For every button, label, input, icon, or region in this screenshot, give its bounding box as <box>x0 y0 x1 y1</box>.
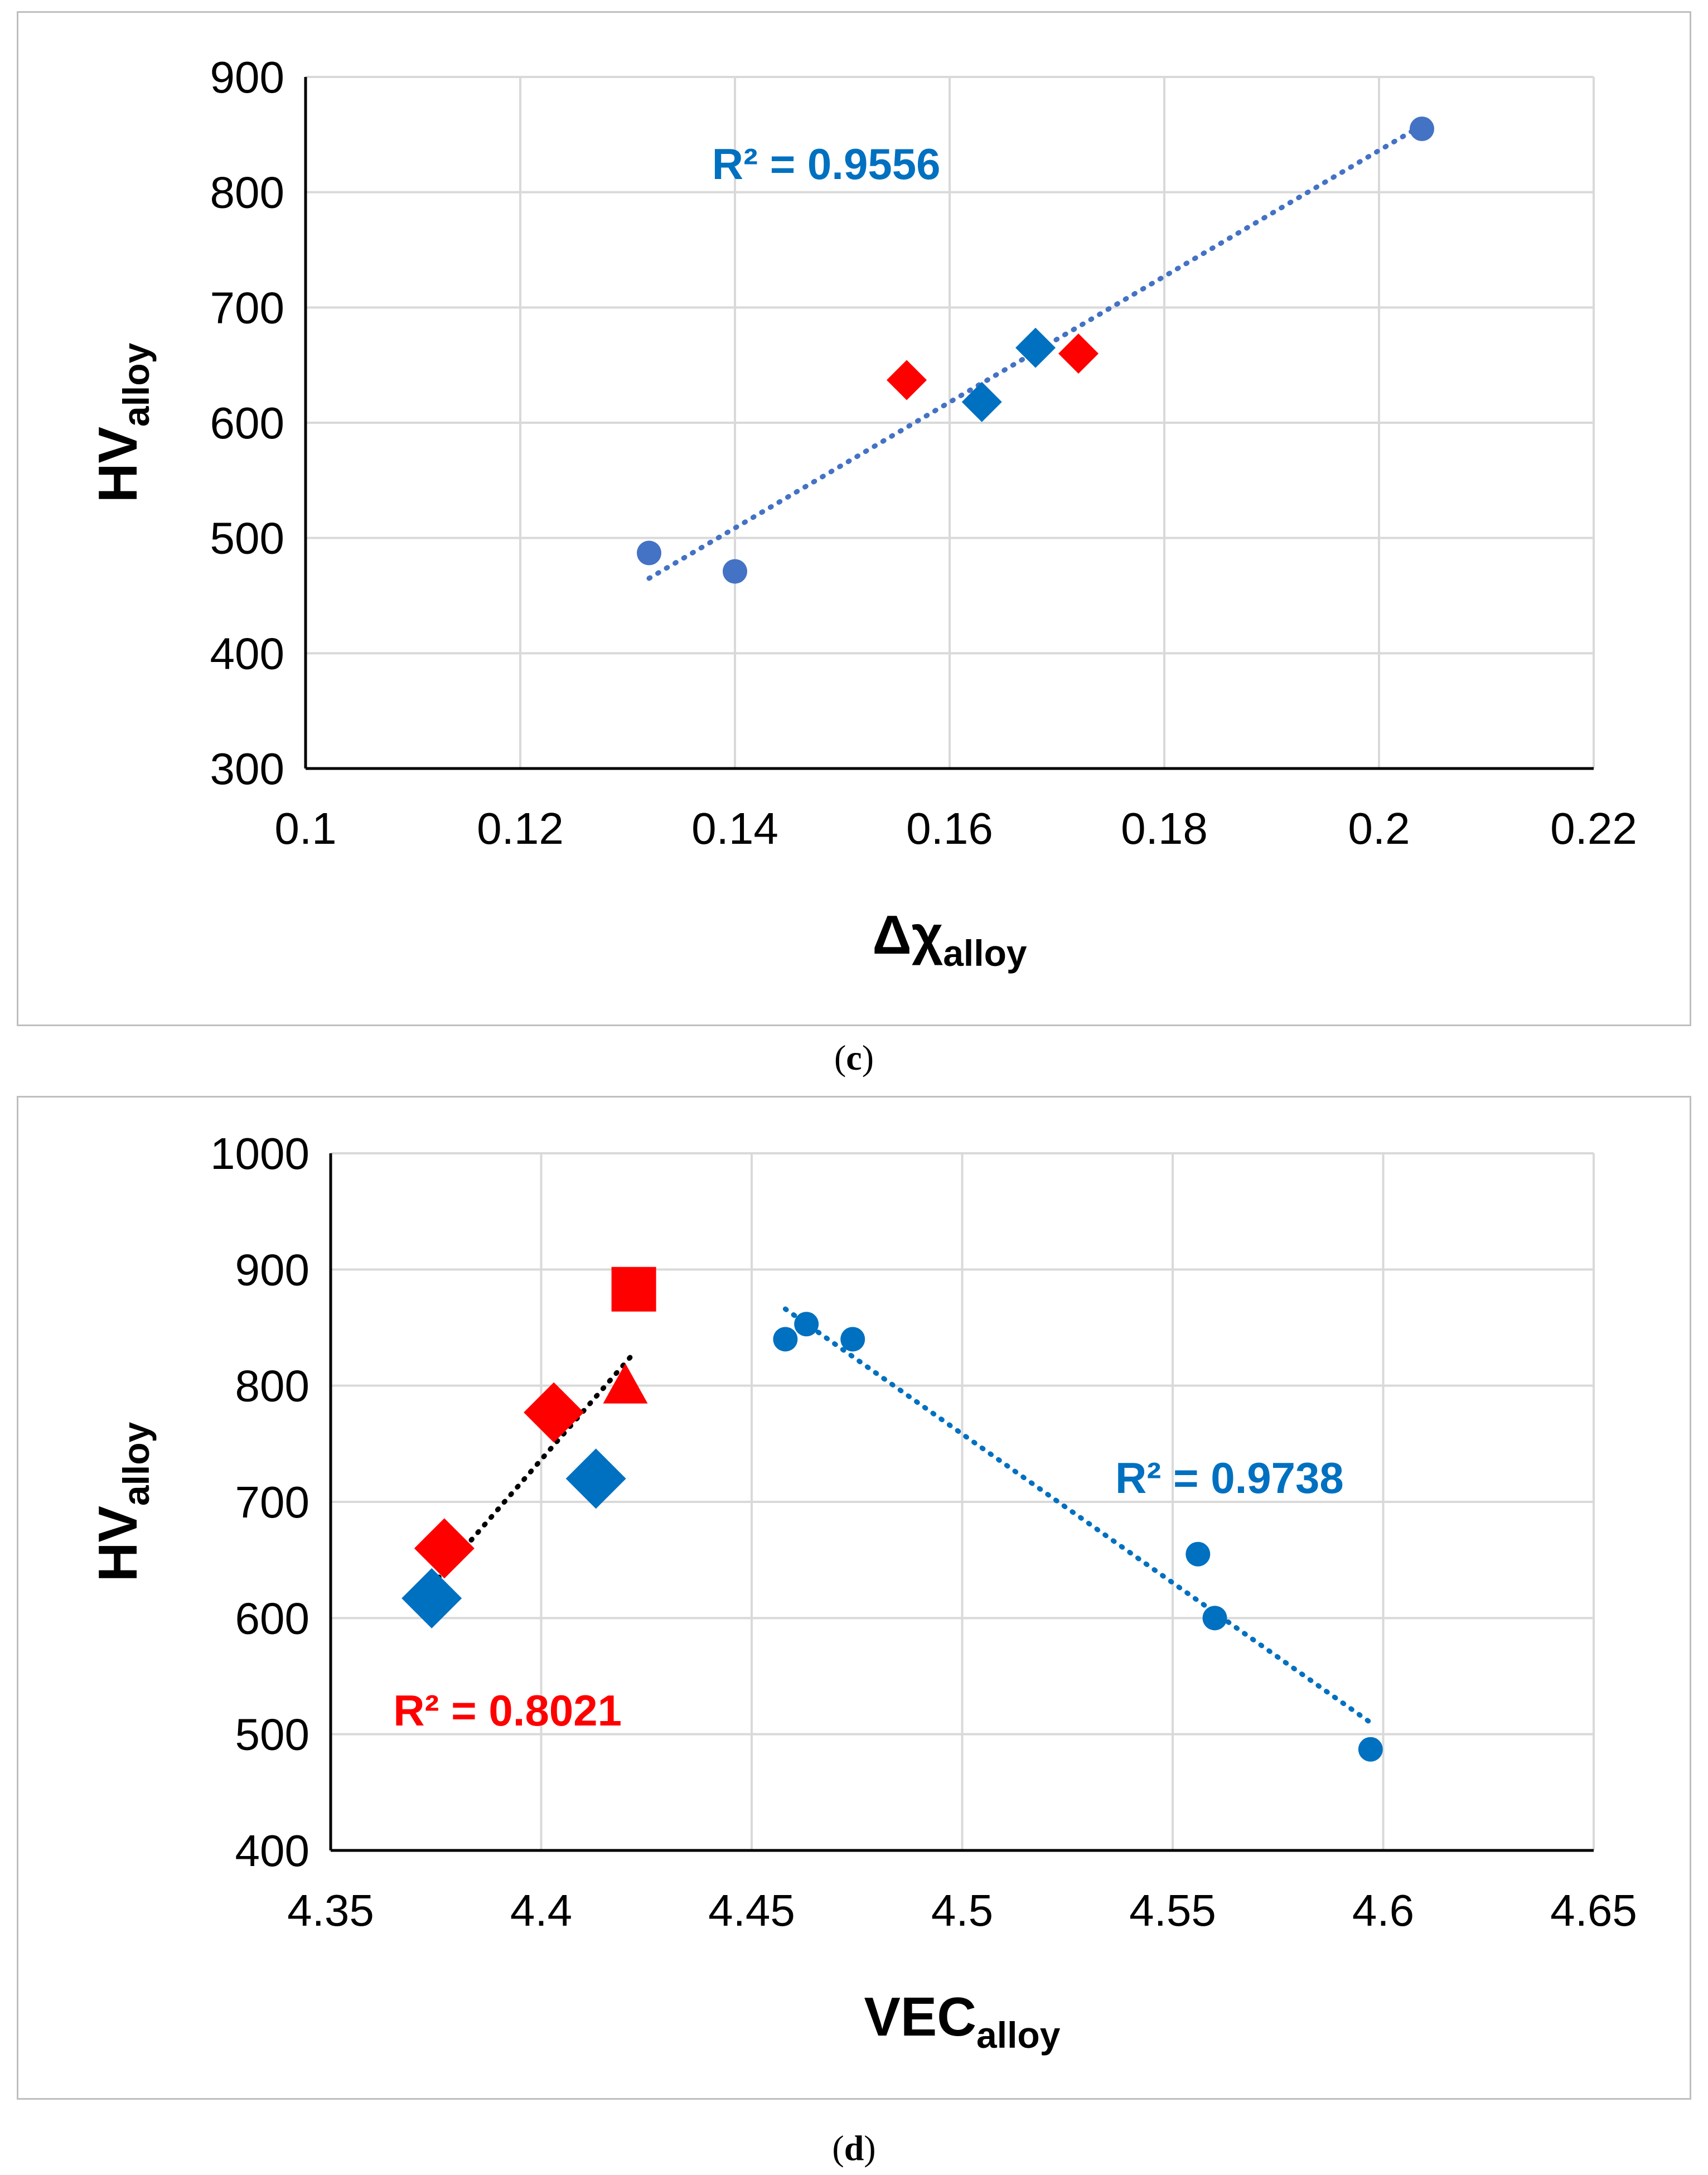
x-tick-label: 4.6 <box>1352 1886 1414 1935</box>
r-squared-label: R² = 0.8021 <box>393 1686 622 1735</box>
y-tick-label: 600 <box>210 398 284 448</box>
data-point-diamond <box>961 381 1002 422</box>
data-point-triangle <box>603 1363 648 1404</box>
y-axis-title-sub: alloy <box>115 1422 157 1506</box>
data-point-diamond <box>565 1448 626 1509</box>
x-tick-label: 0.14 <box>691 804 778 853</box>
caption-d: (d) <box>832 2128 876 2168</box>
y-tick-label: 400 <box>210 629 284 678</box>
y-axis-title-main: HV <box>87 427 148 502</box>
y-tick-label: 800 <box>235 1361 309 1411</box>
data-point-circle <box>1202 1606 1227 1631</box>
data-point-diamond <box>524 1382 584 1443</box>
caption-d-letter: d <box>844 2128 864 2168</box>
y-tick-label: 300 <box>210 744 284 794</box>
x-axis-title-sub: alloy <box>943 932 1027 974</box>
trendline <box>646 123 1425 581</box>
y-tick-label: 500 <box>210 514 284 563</box>
x-axis-title: Δχalloy <box>872 904 1027 974</box>
data-point-square <box>611 1267 656 1312</box>
data-point-circle <box>723 559 747 584</box>
caption-c-letter: c <box>846 1038 862 1077</box>
data-point-circle <box>1186 1541 1211 1567</box>
y-tick-label: 600 <box>235 1593 309 1643</box>
data-point-circle <box>794 1312 819 1337</box>
x-tick-label: 0.12 <box>477 804 564 853</box>
data-point-circle <box>1358 1737 1383 1762</box>
y-tick-label: 900 <box>210 52 284 102</box>
r-squared-label: R² = 0.9738 <box>1115 1453 1344 1502</box>
data-point-circle <box>637 540 661 566</box>
x-tick-label: 4.5 <box>931 1886 993 1935</box>
caption-c: (c) <box>834 1038 874 1077</box>
chart-panel-d <box>17 1096 1691 2100</box>
y-axis-title: HValloy <box>87 1422 157 1582</box>
chart-panel-c <box>17 11 1691 1026</box>
data-point-diamond <box>887 360 927 400</box>
y-tick-label: 900 <box>235 1245 309 1294</box>
y-tick-label: 400 <box>235 1826 309 1876</box>
x-tick-label: 4.45 <box>708 1886 795 1935</box>
x-axis-title: VECalloy <box>864 1986 1061 2056</box>
y-tick-label: 700 <box>235 1477 309 1527</box>
x-tick-label: 4.55 <box>1129 1886 1216 1935</box>
y-tick-label: 1000 <box>210 1129 309 1178</box>
x-tick-label: 0.16 <box>906 804 993 853</box>
x-axis-title-main: VEC <box>864 1986 977 2047</box>
data-point-circle <box>773 1327 798 1352</box>
data-point-diamond <box>401 1568 462 1628</box>
chart-c: 0.1 0.12 0.14 0.16 0.18 0.2 0.22 300 400 500 600 70… <box>87 52 1637 974</box>
x-tick-label: 4.4 <box>510 1886 572 1935</box>
y-tick-label: 800 <box>210 168 284 218</box>
data-point-circle <box>840 1327 865 1352</box>
data-point-diamond <box>1015 327 1056 368</box>
r-squared-label: R² = 0.9556 <box>712 139 941 188</box>
data-point-diamond <box>414 1518 475 1579</box>
x-tick-label: 4.65 <box>1550 1886 1637 1935</box>
y-tick-label: 700 <box>210 283 284 332</box>
y-axis-title-main: HV <box>87 1506 148 1582</box>
y-axis-title: HValloy <box>87 342 157 502</box>
x-tick-label: 4.35 <box>287 1886 374 1935</box>
chart-d: 4.35 4.4 4.45 4.5 4.55 4.6 4.65 400 500 600 700 800… <box>87 1129 1637 2056</box>
y-tick-label: 500 <box>235 1710 309 1760</box>
x-axis-title-sub: alloy <box>976 2014 1061 2056</box>
x-axis-title-main: Δχ <box>872 904 943 965</box>
data-point-circle <box>1410 117 1434 141</box>
x-tick-label: 0.22 <box>1550 804 1637 853</box>
y-axis-title-sub: alloy <box>115 342 157 427</box>
x-tick-label: 0.2 <box>1348 804 1410 853</box>
data-point-diamond <box>1058 334 1099 374</box>
x-tick-label: 0.18 <box>1121 804 1208 853</box>
trendline <box>782 1306 1373 1726</box>
x-tick-label: 0.1 <box>274 804 336 853</box>
